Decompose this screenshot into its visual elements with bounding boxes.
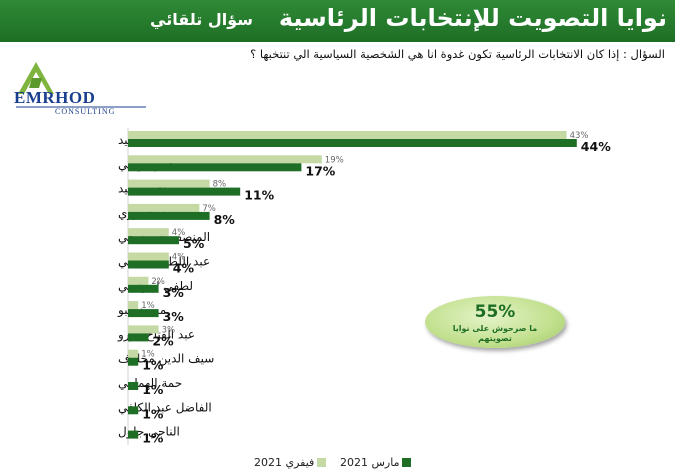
survey-question: السؤال : إذا كان الانتخابات الرئاسية تكو… [250, 47, 665, 61]
category-label: الفاضل عبد الكافي [118, 400, 212, 414]
bar-february [128, 203, 200, 212]
bar-march [128, 333, 149, 342]
bar-february [128, 252, 169, 261]
bar-february [128, 155, 322, 164]
data-label-february: 8% [213, 180, 227, 190]
legend-item-february: فيفري 2021 [254, 456, 327, 470]
legend-swatch-february [317, 458, 327, 467]
bar-february [128, 301, 139, 310]
bar-march [128, 260, 169, 269]
bar-march [128, 406, 139, 415]
logo-tagline: CONSULTING [55, 107, 116, 116]
undecided-callout [425, 296, 565, 348]
data-label-march: 1% [142, 431, 164, 446]
data-label-february: 4% [172, 253, 186, 263]
bar-february [128, 228, 169, 237]
data-label-february: 3% [162, 325, 176, 335]
legend-item-march: مارس 2021 [340, 456, 412, 470]
bar-march [128, 284, 159, 293]
data-label-march: 3% [163, 309, 185, 324]
bar-march [128, 236, 179, 245]
emrhod-logo-icon [16, 62, 146, 108]
data-label-february: 19% [325, 155, 344, 165]
bar-february [128, 131, 567, 139]
bar-march [128, 430, 139, 439]
data-label-february: 4% [172, 228, 186, 238]
data-label-march: 5% [183, 236, 205, 251]
data-label-february: 1% [141, 350, 155, 360]
data-label-march: 1% [142, 382, 164, 397]
legend-label-february: فيفري 2021 [254, 456, 315, 469]
header-banner: نوايا التصويت للإنتخابات الرئاسية سؤال ت… [0, 0, 675, 42]
data-label-february: 43% [570, 131, 589, 141]
data-label-march: 3% [163, 285, 185, 300]
data-label-march: 1% [142, 358, 164, 373]
data-label-march: 1% [142, 406, 164, 421]
bar-march [128, 139, 577, 147]
bar-march [128, 382, 139, 390]
bar-march [128, 357, 139, 366]
data-label-february: 1% [141, 301, 155, 311]
callout-caption: ما صرحوش على نوايا تصويتهم [452, 324, 538, 343]
logo-wordmark: EMRHOD [14, 88, 96, 107]
bar-march [128, 211, 210, 220]
legend-swatch-march [402, 458, 412, 467]
bar-march [128, 187, 241, 196]
data-label-march: 11% [244, 188, 274, 203]
data-label-february: 7% [202, 204, 216, 214]
data-label-march: 17% [305, 163, 335, 178]
data-label-march: 2% [152, 333, 174, 348]
bar-february [128, 179, 210, 188]
page-title: نوايا التصويت للإنتخابات الرئاسية [278, 4, 667, 32]
data-label-march: 44% [581, 139, 611, 154]
page-subtitle: سؤال تلقائي [150, 10, 253, 29]
data-label-march: 8% [214, 212, 236, 227]
callout-value: 55% [474, 302, 516, 322]
legend-label-march: مارس 2021 [340, 456, 400, 469]
category-label: سيف الدين مخلوف [118, 352, 214, 367]
data-label-february: 2% [151, 277, 165, 287]
bar-march [128, 309, 159, 318]
data-label-march: 4% [173, 261, 195, 276]
bar-february [128, 325, 159, 334]
bar-march [128, 163, 302, 172]
bar-february [128, 276, 149, 285]
bar-february [128, 349, 139, 358]
